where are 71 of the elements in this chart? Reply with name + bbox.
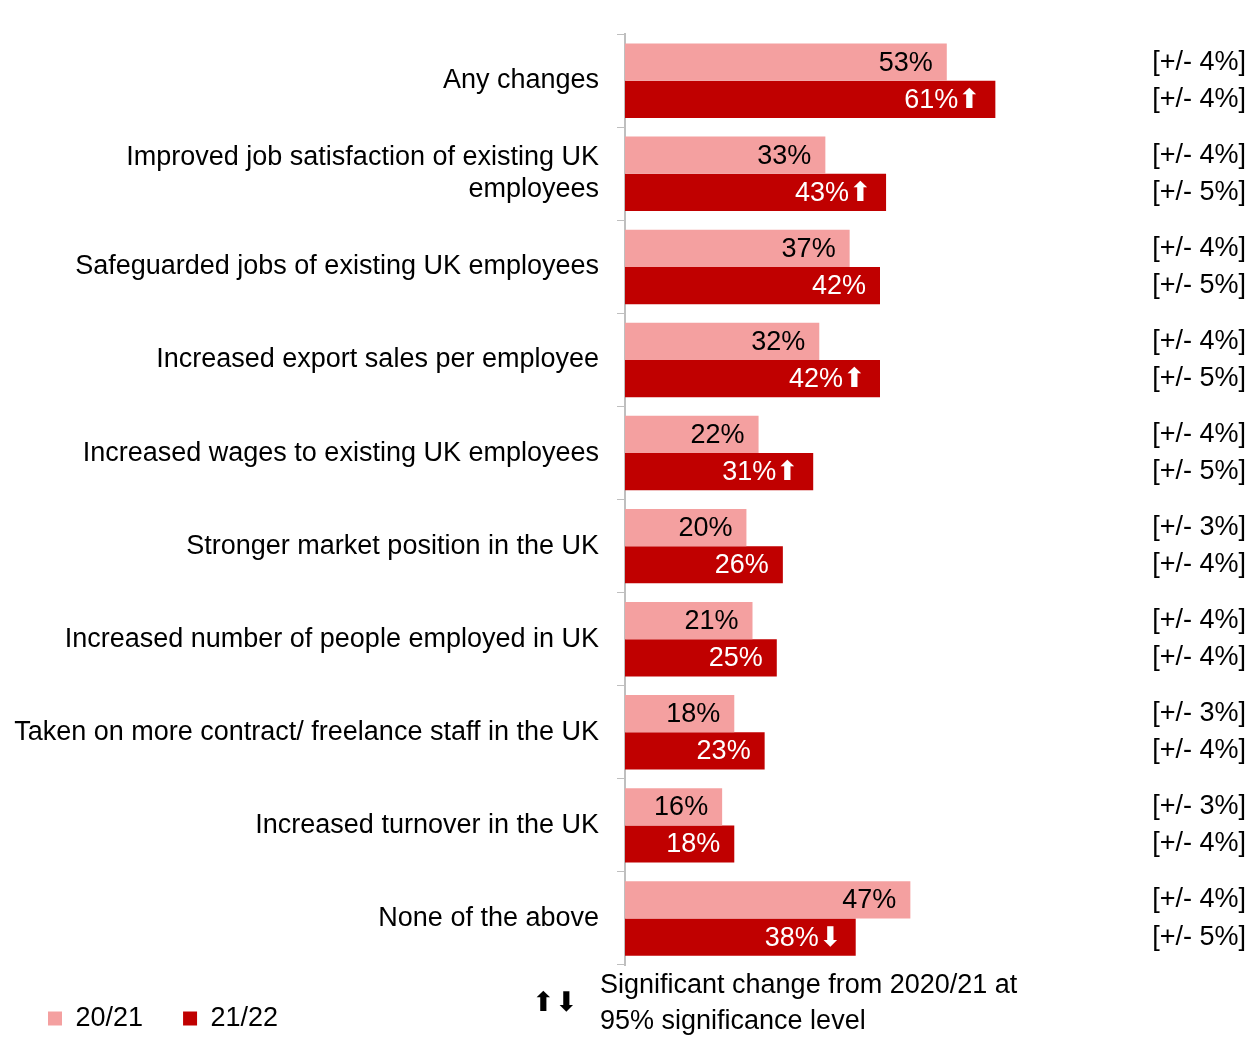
text: [+/- 4%] (1152, 231, 1246, 262)
data-label: 33% (757, 139, 812, 170)
text: [+/- 4%] (1152, 138, 1246, 169)
data-label: 16% (654, 791, 709, 822)
text: [+/- 4%] (1152, 45, 1246, 76)
y-tick-label: Increased wages to existing UK employees (82, 436, 599, 467)
data-label: 32% (751, 325, 806, 356)
y-tick-label: Safeguarded jobs of existing UK employees (75, 250, 599, 281)
bar (625, 43, 947, 81)
data-label: 42%⬆ (788, 363, 866, 394)
text: [+/- 3%] (1152, 790, 1246, 821)
bar (625, 229, 850, 267)
data-label: 43%⬆ (795, 176, 873, 207)
text: [+/- 4%] (1152, 324, 1246, 355)
data-label: 42% (811, 269, 866, 300)
y-tick-label: Increased number of people employed in UK (64, 622, 599, 653)
bar (625, 881, 911, 919)
text: [+/- 4%] (1152, 548, 1246, 579)
data-label: 21% (684, 605, 739, 636)
bar (625, 173, 887, 212)
bar (625, 359, 880, 398)
data-label: 37% (781, 232, 836, 263)
bar (625, 136, 826, 174)
data-label: 23% (696, 735, 751, 766)
y-tick-label: Increased export sales per employee (156, 343, 599, 374)
bar (625, 80, 996, 118)
text: [+/- 5%] (1152, 362, 1246, 393)
text: [+/- 5%] (1152, 175, 1246, 206)
text: [+/- 4%] (1152, 827, 1246, 858)
y-tick-label: Taken on more contract/ freelance staff in the UK (14, 715, 599, 746)
bar (625, 918, 856, 956)
data-label: 47% (842, 884, 897, 915)
data-label: 61%⬆ (904, 83, 982, 114)
bar (625, 266, 880, 305)
bar (625, 415, 759, 454)
text: Significant change from 2020/21 at 95% significance level (600, 968, 1018, 1035)
text: [+/- 4%] (1152, 883, 1246, 914)
legend-label: 21/22 (210, 1001, 279, 1032)
data-label: 25% (708, 642, 763, 673)
data-label: 38%⬇ (764, 921, 842, 952)
text: ⬆⬇ (532, 986, 578, 1017)
y-tick-label: Any changes (442, 64, 599, 95)
y-tick-label: None of the above (378, 901, 599, 932)
y-tick-label: Improved job satisfaction of existing UK employees (126, 141, 599, 204)
bar (625, 639, 777, 677)
bar (625, 322, 820, 360)
text: [+/- 5%] (1152, 268, 1246, 299)
data-label: 20% (678, 511, 733, 542)
data-label: 18% (666, 828, 721, 859)
bar (625, 546, 783, 584)
text: [+/- 4%] (1152, 82, 1246, 113)
y-tick-label: Stronger market position in the UK (186, 529, 599, 560)
text: [+/- 4%] (1152, 734, 1246, 765)
text: [+/- 4%] (1152, 604, 1246, 635)
bar (625, 825, 735, 863)
bar (625, 453, 814, 491)
data-label: 26% (714, 549, 769, 580)
text: [+/- 3%] (1152, 697, 1246, 728)
y-tick-label: Increased turnover in the UK (255, 808, 599, 839)
text: [+/- 3%] (1152, 510, 1246, 541)
text: [+/- 5%] (1152, 455, 1246, 486)
text: [+/- 4%] (1152, 417, 1246, 448)
text: [+/- 5%] (1152, 920, 1246, 951)
legend-label: 20/21 (75, 1001, 144, 1032)
data-label: 18% (666, 698, 721, 729)
data-label: 31%⬆ (722, 456, 800, 487)
bar (625, 732, 765, 770)
data-label: 22% (690, 418, 745, 449)
text: [+/- 4%] (1152, 641, 1246, 672)
bar (625, 601, 753, 640)
data-label: 53% (878, 46, 933, 77)
